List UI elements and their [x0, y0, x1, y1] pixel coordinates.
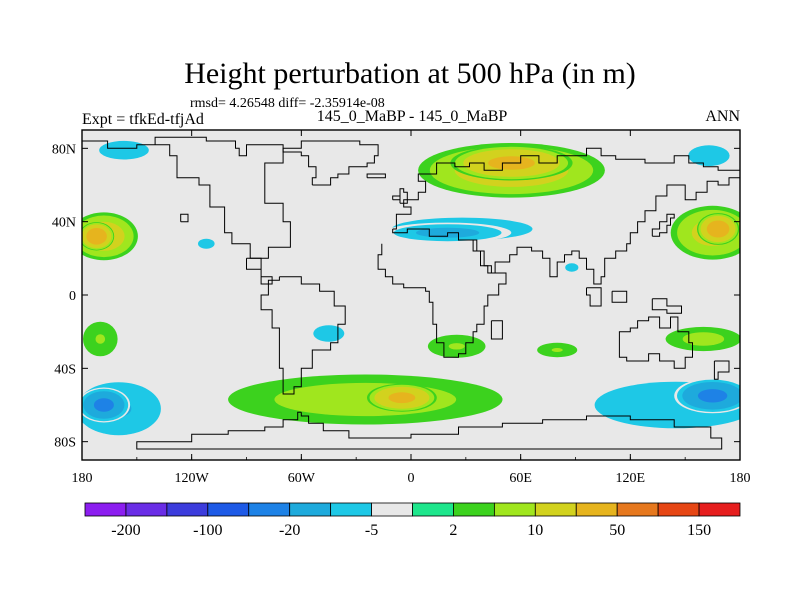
chart-title: Height perturbation at 500 hPa (in m)	[184, 57, 636, 90]
lat-tick-label: 40N	[52, 216, 76, 231]
colorbar-swatch	[657, 502, 700, 517]
coastline-1	[180, 213, 189, 223]
coastline-12	[586, 287, 602, 307]
colorbar-swatch	[125, 502, 168, 517]
lon-tick-label: 120W	[175, 471, 210, 486]
coastline-9	[618, 316, 693, 369]
colorbar-swatch	[330, 502, 372, 517]
anomaly-18-level-3	[93, 398, 114, 412]
colorbar-swatch	[84, 502, 127, 517]
coastlines	[82, 136, 740, 450]
season-label: ANN	[705, 108, 740, 125]
colorbar-swatch	[616, 502, 659, 517]
coastline-11	[651, 213, 675, 237]
anomaly-7-level-3	[86, 228, 107, 245]
coastline-4	[136, 411, 723, 450]
coastline-2	[246, 257, 273, 285]
colorbar-swatch	[371, 502, 413, 517]
anomaly-10-level-1	[198, 238, 215, 249]
anomaly-13-level-1	[448, 343, 465, 350]
colorbar-label: 150	[687, 522, 711, 539]
stats-line: rmsd= 4.26548 diff= -2.35914e-08	[190, 96, 385, 111]
lat-tick-label: 40S	[54, 362, 76, 377]
anomaly-20-level-3	[388, 392, 416, 404]
colorbar-swatch	[575, 502, 618, 517]
anomaly-14-level-1	[551, 348, 563, 352]
coastline-3	[260, 276, 346, 395]
lon-tick-label: 180	[730, 471, 751, 486]
coastline-0	[82, 136, 291, 259]
map-axes: 180 120W 60W 0 60E 120E 180 80N 40N 0 40S 80S	[52, 130, 751, 486]
coastline-5	[392, 147, 740, 230]
colorbar-swatch	[166, 502, 209, 517]
lat-tick-label: 80N	[52, 142, 76, 157]
lon-tick-label: 0	[408, 471, 415, 486]
anomaly-3-level-1	[688, 145, 730, 167]
coastline-13	[611, 290, 628, 303]
lat-tick-label: 80S	[54, 436, 76, 451]
colorbar-label: -20	[279, 522, 300, 539]
colorbar-label: -200	[111, 522, 140, 539]
map-panel: 180 120W 60W 0 60E 120E 180 80N 40N 0 40S 80S	[52, 129, 751, 486]
colorbar-label: 10	[527, 522, 543, 539]
colorbar-label: 50	[609, 522, 625, 539]
anomaly-22-level-3	[697, 389, 728, 403]
colorbar: -200 -100 -20 -5 2 10 50 150	[84, 502, 741, 539]
coastline-17	[366, 173, 386, 179]
colorbar-label: 2	[449, 522, 457, 539]
anomaly-2-level-1	[99, 140, 149, 160]
coastline-16	[392, 195, 401, 201]
anomaly-11-level-1	[565, 263, 579, 272]
coastline-14	[651, 298, 682, 314]
case-label: 145_0_MaBP - 145_0_MaBP	[317, 108, 508, 125]
coastline-6	[392, 177, 740, 285]
colorbar-label: -5	[365, 522, 378, 539]
colorbar-swatch	[698, 502, 741, 517]
colorbar-swatch	[248, 502, 291, 517]
anomaly-15-level-1	[95, 334, 106, 344]
expt-label: Expt = tfkEd-tfjAd	[82, 111, 204, 128]
colorbar-swatch	[412, 502, 454, 517]
coastline-18	[282, 140, 379, 186]
anomaly-12-level-1	[313, 325, 345, 342]
lon-tick-label: 60W	[288, 471, 316, 486]
coastline-8	[490, 320, 503, 340]
lat-tick-label: 0	[69, 289, 76, 304]
coastline-15	[399, 188, 408, 204]
colorbar-label: -100	[193, 522, 222, 539]
colorbar-swatch	[493, 502, 536, 517]
colorbar-swatch	[453, 502, 495, 517]
coastline-10	[713, 360, 730, 380]
lon-tick-label: 60E	[509, 471, 532, 486]
colorbar-swatch	[534, 502, 577, 517]
lon-tick-label: 120E	[616, 471, 646, 486]
lon-tick-label: 180	[72, 471, 93, 486]
coastline-7	[377, 239, 507, 358]
anomaly-9-level-3	[706, 220, 730, 238]
colorbar-swatch	[289, 502, 332, 517]
colorbar-swatch	[207, 502, 250, 517]
